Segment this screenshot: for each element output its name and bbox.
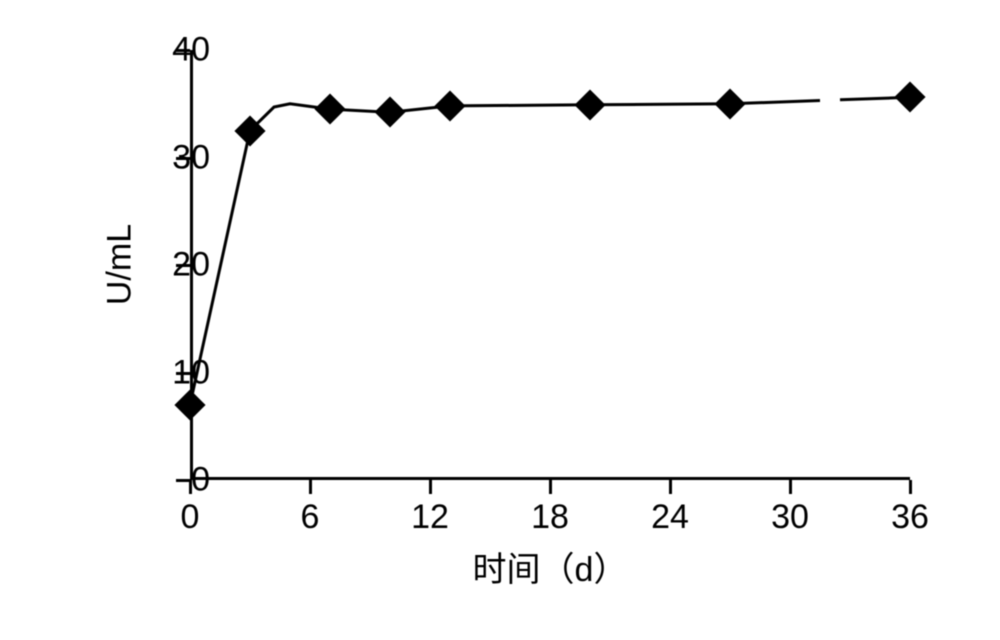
x-tick	[909, 480, 912, 494]
x-tick	[309, 480, 312, 494]
x-tick	[669, 480, 672, 494]
x-tick	[789, 480, 792, 494]
x-tick-label: 24	[640, 498, 700, 537]
x-tick-label: 36	[880, 498, 940, 537]
x-axis-label: 时间（d）	[450, 542, 650, 591]
y-tick-label: 40	[130, 31, 210, 70]
x-tick-label: 30	[760, 498, 820, 537]
x-tick-label: 0	[160, 498, 220, 537]
x-tick-label: 6	[280, 498, 340, 537]
y-tick-label: 0	[130, 461, 210, 500]
x-tick	[429, 480, 432, 494]
y-tick-label: 20	[130, 246, 210, 285]
chart-container: U/mL 时间（d） 010203040061218243036	[50, 30, 950, 590]
data-line-segment	[190, 101, 820, 405]
x-tick-label: 12	[400, 498, 460, 537]
y-tick-label: 10	[130, 353, 210, 392]
y-tick-label: 30	[130, 138, 210, 177]
x-tick	[549, 480, 552, 494]
plot-area	[190, 50, 910, 480]
x-tick-label: 18	[520, 498, 580, 537]
data-line-svg	[190, 50, 910, 480]
